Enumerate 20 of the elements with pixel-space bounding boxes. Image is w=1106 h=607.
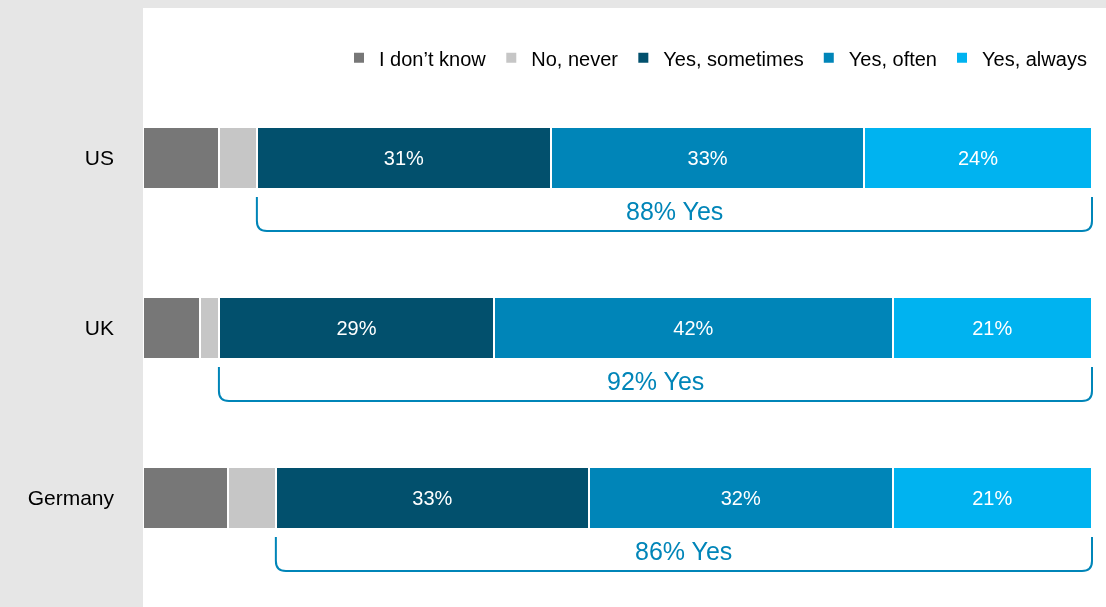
data-label: 42% <box>673 317 714 339</box>
legend-label: Yes, always <box>982 47 1087 70</box>
legend-label: Yes, often <box>848 47 938 70</box>
data-label: 32% <box>720 487 761 509</box>
annotation: 88% Yes <box>626 197 724 225</box>
y-tick-label: Germany <box>27 486 115 510</box>
data-label: 33% <box>412 487 453 509</box>
data-label: 29% <box>336 317 377 339</box>
data-label: 24% <box>958 147 999 169</box>
legend-label: No, never <box>531 47 619 70</box>
annotation: 92% Yes <box>607 367 705 395</box>
data-label: 33% <box>687 147 728 169</box>
y-tick-label: UK <box>84 316 114 340</box>
data-label: 21% <box>972 317 1013 339</box>
annotation: 86% Yes <box>635 537 733 565</box>
data-label: 21% <box>972 487 1013 509</box>
legend-label: Yes, sometimes <box>663 47 804 70</box>
data-label: 31% <box>383 147 425 169</box>
y-tick-label: US <box>84 146 114 170</box>
legend-label: I don’t know <box>379 47 487 70</box>
